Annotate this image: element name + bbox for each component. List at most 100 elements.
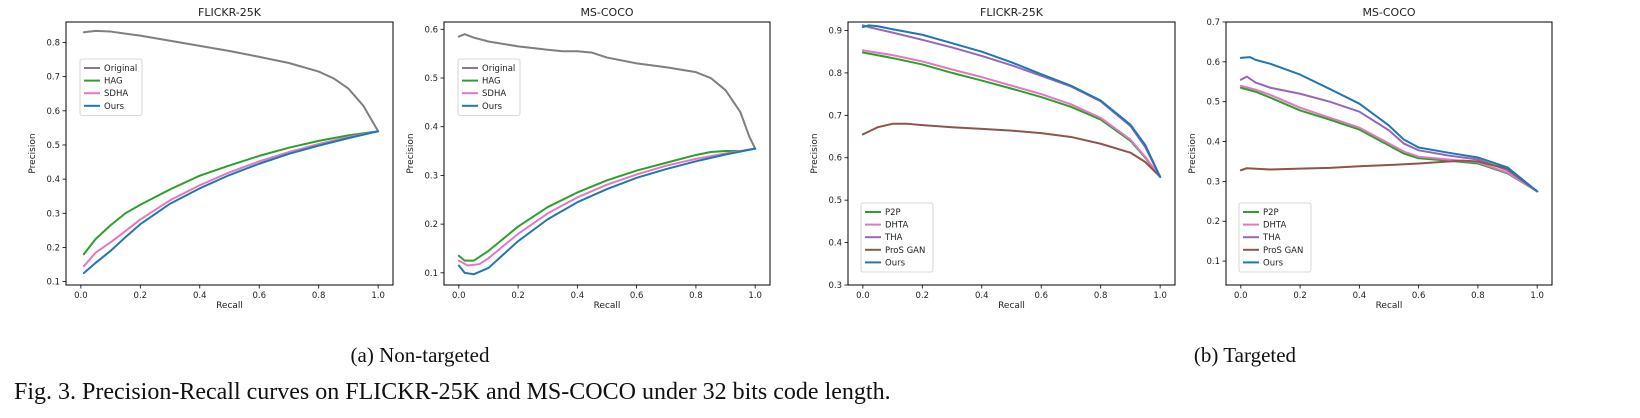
y-tick-label: 0.7 <box>1206 18 1220 28</box>
x-tick-label: 0.0 <box>856 291 870 301</box>
y-tick-label: 0.6 <box>46 107 60 117</box>
x-tick-label: 0.8 <box>689 291 703 301</box>
y-tick-label: 0.5 <box>424 74 438 84</box>
series-line-ours <box>1239 56 1539 193</box>
legend: P2P DHTA THA ProS GAN Ours <box>860 202 934 273</box>
panels: FLICKR-25K 0.0 0.2 0.4 0.6 0.8 1.0 0.1 0.2 0.3 0.4… <box>28 6 1553 311</box>
x-tick-label: 0.6 <box>630 291 644 301</box>
x-tick-label: 0.6 <box>1034 291 1048 301</box>
y-tick-label: 0.4 <box>828 239 842 249</box>
x-tick-label: 0.0 <box>452 291 466 301</box>
series-line-hag <box>82 130 380 256</box>
y-tick-label: 0.6 <box>1206 58 1220 68</box>
y-tick-label: 0.1 <box>424 269 438 279</box>
x-axis-label: Recall <box>216 301 243 311</box>
y-tick-label: 0.6 <box>828 154 842 164</box>
chart-panel-1: FLICKR-25K 0.0 0.2 0.4 0.6 0.8 1.0 0.1 0.2 0.3 0.4… <box>28 6 394 311</box>
y-tick-label: 0.1 <box>46 278 60 288</box>
y-tick-label: 0.5 <box>1206 98 1220 108</box>
legend-label-ours: Ours <box>1263 258 1284 268</box>
x-tick-label: 0.6 <box>252 291 266 301</box>
legend-label-sdha: SDHA <box>482 89 506 99</box>
legend: Original HAG SDHA Ours <box>457 58 521 116</box>
chart-title: FLICKR-25K <box>198 6 262 19</box>
x-tick-label: 0.4 <box>193 291 207 301</box>
y-tick-label: 0.3 <box>828 281 842 291</box>
chart-title: MS-COCO <box>1362 6 1415 19</box>
legend-label-original: Original <box>482 64 515 74</box>
series-line-dhta <box>861 49 1162 178</box>
legend-label-hag: HAG <box>104 77 123 87</box>
legend: P2P DHTA THA ProS GAN Ours <box>1238 202 1312 273</box>
y-tick-label: 0.3 <box>424 171 438 181</box>
y-axis-label: Precision <box>810 133 820 173</box>
y-tick-label: 0.1 <box>1206 257 1220 267</box>
figure-caption: Fig. 3. Precision-Recall curves on FLICK… <box>14 379 891 405</box>
y-tick-label: 0.2 <box>424 220 438 230</box>
y-tick-label: 0.5 <box>828 196 842 206</box>
y-tick-label: 0.8 <box>46 38 60 48</box>
x-tick-label: 0.8 <box>1094 291 1108 301</box>
legend-label-p2p: P2P <box>885 208 901 218</box>
y-tick-label: 0.6 <box>424 25 438 35</box>
legend-label-ours: Ours <box>482 102 503 112</box>
legend: Original HAG SDHA Ours <box>79 58 143 116</box>
subcaption-targeted: (b) Targeted <box>1194 343 1297 367</box>
y-tick-label: 0.2 <box>1206 217 1220 227</box>
series-line-ours <box>82 130 380 275</box>
y-tick-label: 0.2 <box>46 243 60 253</box>
legend-label-tha: THA <box>1262 233 1281 243</box>
series-line-sdha <box>82 130 380 268</box>
x-tick-label: 0.8 <box>312 291 326 301</box>
x-tick-label: 0.2 <box>1293 291 1307 301</box>
legend-label-hag: HAG <box>482 77 501 87</box>
legend-label-ours: Ours <box>104 102 125 112</box>
series-line-ours <box>457 147 757 276</box>
x-tick-label: 1.0 <box>1530 291 1544 301</box>
chart-title: MS-COCO <box>580 6 633 19</box>
legend-box <box>457 58 521 116</box>
series-line-sdha <box>457 147 757 267</box>
x-tick-label: 0.4 <box>571 291 585 301</box>
legend-label-dhta: DHTA <box>885 221 908 231</box>
series-line-pros-gan <box>1239 159 1539 193</box>
legend-box <box>1238 202 1312 273</box>
legend-label-original: Original <box>104 64 137 74</box>
y-tick-label: 0.7 <box>46 73 60 83</box>
series-line-pros-gan <box>861 122 1162 178</box>
x-tick-label: 1.0 <box>748 291 762 301</box>
y-tick-label: 0.4 <box>46 175 60 185</box>
chart-panel-3: FLICKR-25K 0.0 0.2 0.4 0.6 0.8 1.0 0.3 0.4 0.5 0.6… <box>810 6 1176 311</box>
series-line-p2p <box>1239 86 1539 193</box>
x-tick-label: 0.2 <box>916 291 930 301</box>
y-tick-label: 0.5 <box>46 141 60 151</box>
x-axis-label: Recall <box>1376 301 1403 311</box>
x-tick-label: 0.8 <box>1471 291 1485 301</box>
y-axis-label: Precision <box>1188 133 1198 173</box>
chart-panel-2: MS-COCO 0.0 0.2 0.4 0.6 0.8 1.0 0.1 0.2 0.3 0.4 0.5… <box>406 6 771 311</box>
legend-label-dhta: DHTA <box>1263 221 1286 231</box>
x-tick-label: 0.4 <box>975 291 989 301</box>
chart-panel-4: MS-COCO 0.0 0.2 0.4 0.6 0.8 1.0 0.1 0.2 0.3 0.4 0.5… <box>1188 6 1553 311</box>
x-tick-label: 0.0 <box>1234 291 1248 301</box>
series-line-original <box>457 33 757 150</box>
y-tick-label: 0.8 <box>828 69 842 79</box>
x-tick-label: 0.0 <box>74 291 88 301</box>
y-tick-label: 0.3 <box>46 209 60 219</box>
x-tick-label: 1.0 <box>371 291 385 301</box>
x-tick-label: 0.2 <box>511 291 525 301</box>
legend-label-sdha: SDHA <box>104 89 128 99</box>
x-tick-label: 0.4 <box>1353 291 1367 301</box>
y-tick-label: 0.3 <box>1206 177 1220 187</box>
series-line-ours <box>861 24 1162 178</box>
x-tick-label: 1.0 <box>1153 291 1167 301</box>
subcaption-non-targeted: (a) Non-targeted <box>351 343 490 367</box>
y-tick-label: 0.9 <box>828 26 842 36</box>
y-tick-label: 0.7 <box>828 111 842 121</box>
x-tick-label: 0.6 <box>1412 291 1426 301</box>
legend-label-p2p: P2P <box>1263 208 1279 218</box>
series-line-original <box>82 29 380 133</box>
chart-title: FLICKR-25K <box>980 6 1044 19</box>
series-line-hag <box>457 147 757 262</box>
